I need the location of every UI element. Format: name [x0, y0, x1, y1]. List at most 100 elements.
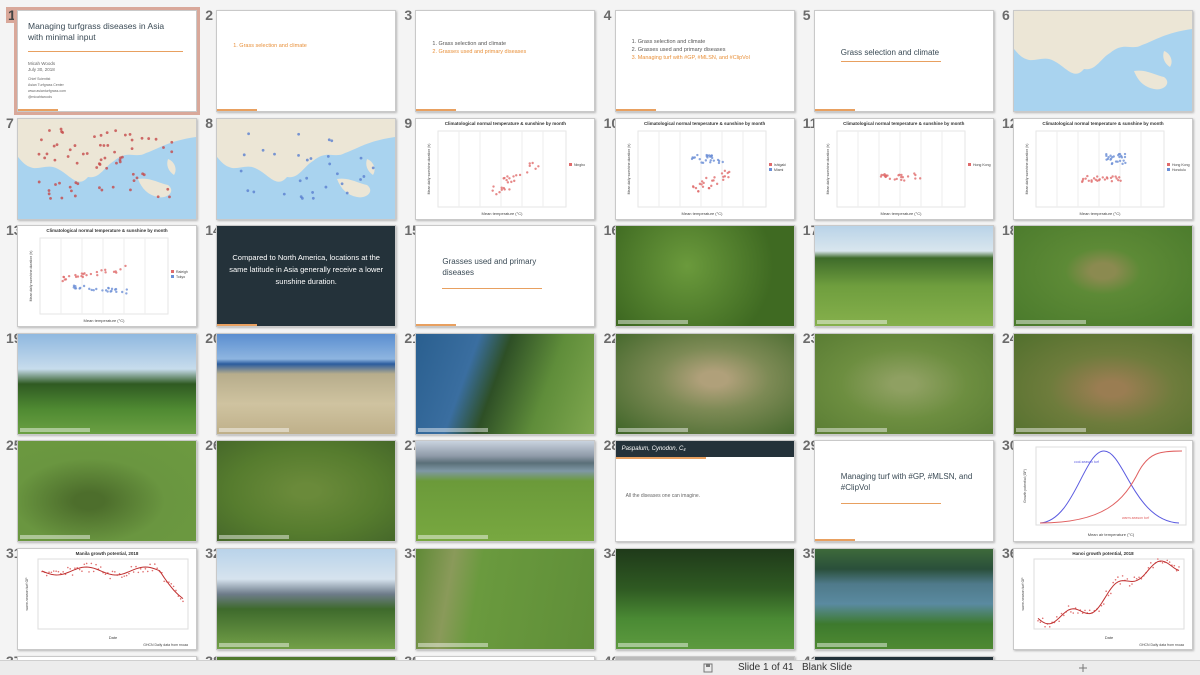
slide-text: All the diseases one can imagine. — [625, 493, 701, 500]
plot-area — [1035, 446, 1187, 526]
slide-thumbnail[interactable] — [813, 548, 994, 650]
slide-thumbnail[interactable]: Paspalum, Cynodon, C₄ All the diseases on… — [614, 440, 795, 543]
slide-thumbnail[interactable] — [614, 225, 795, 328]
scatter-point — [1118, 152, 1122, 155]
slide-thumbnail[interactable]: Managing turf with #GP, #MLSN, and #Clip… — [813, 440, 994, 543]
accent-bar — [217, 324, 258, 327]
map-point — [131, 172, 135, 176]
map-point — [273, 152, 277, 156]
slide-thumbnail[interactable]: 1. Grass selection and climate — [216, 10, 397, 112]
agenda-item: 2. Grasses used and primary diseases — [432, 49, 527, 55]
map — [1014, 11, 1192, 111]
scatter-point — [707, 186, 710, 189]
scatter-point — [701, 185, 704, 188]
slide-thumbnail[interactable] — [813, 332, 994, 435]
accent-bar — [416, 109, 457, 111]
scatter-point — [96, 274, 99, 277]
series-point — [1152, 566, 1154, 569]
map-point — [37, 180, 41, 183]
slide-thumbnail[interactable] — [415, 440, 596, 543]
map-point — [168, 195, 171, 198]
series-point — [88, 571, 90, 573]
slide-thumbnail[interactable] — [216, 332, 397, 435]
slide-thumbnail[interactable] — [216, 655, 397, 660]
legend-swatch — [768, 162, 772, 166]
series-point — [1147, 567, 1150, 569]
slide-thumbnail[interactable] — [415, 548, 596, 650]
slide-thumbnail[interactable] — [17, 117, 197, 220]
map-point — [97, 161, 101, 165]
scatter-point — [1124, 161, 1127, 164]
slide-thumbnail[interactable] — [1013, 10, 1193, 112]
slide-thumbnail[interactable] — [17, 655, 197, 660]
series-point — [1157, 558, 1159, 560]
slide-thumbnail[interactable]: Manila growth potential, 2018 Date warm-se… — [17, 548, 197, 650]
slide-thumbnail[interactable]: 1. Grass selection and climate 2. Grasses… — [415, 10, 596, 112]
slide-thumbnail[interactable]: Compared to North America, locations at … — [216, 225, 397, 328]
slide-thumbnail[interactable]: Grass selection and climate — [813, 10, 994, 112]
slide-thumbnail[interactable]: Grasses used and primary diseases — [415, 225, 596, 328]
slide-thumbnail[interactable] — [813, 225, 994, 328]
scatter-point — [1106, 176, 1109, 180]
series-point — [1173, 564, 1176, 567]
slide-thumbnail[interactable]: Managing turfgrass diseases in Asia with… — [14, 7, 200, 115]
plot-area — [437, 130, 567, 208]
slide-thumbnail[interactable] — [17, 440, 197, 543]
slide-thumbnail[interactable]: Climatological normal temperature & suns… — [614, 117, 795, 220]
slide-thumbnail[interactable]: 1. Grass selection and climate 2. Grasses… — [614, 10, 795, 112]
slide-thumbnail[interactable] — [614, 332, 795, 435]
slide-thumbnail[interactable]: Climatological normal temperature & suns… — [813, 117, 994, 220]
series-point — [45, 574, 48, 577]
slide-thumbnail[interactable]: cool-season turf warm-season turf Mean air… — [1013, 440, 1193, 543]
slide-thumbnail[interactable]: Climatological normal temperature & suns… — [17, 225, 197, 328]
photo-caption — [617, 427, 688, 432]
slide-thumbnail[interactable] — [17, 332, 197, 435]
series-point — [175, 589, 177, 592]
slide-position: Slide 1 of 41 — [738, 662, 794, 673]
slide-thumbnail[interactable]: Hanoi growth potential, 2018 Date warm-sea… — [1013, 548, 1193, 650]
slide-thumbnail[interactable] — [614, 655, 795, 660]
map-point — [247, 131, 251, 135]
slide-layout: Blank Slide — [802, 662, 853, 673]
legend-label: Tokyo — [176, 275, 185, 279]
scatter-point — [505, 178, 509, 181]
chart-title: Manila growth potential, 2018 — [75, 551, 139, 556]
legend-label: Hong Kong — [973, 163, 991, 167]
scatter-point — [507, 180, 510, 184]
slide-thumbnail[interactable] — [216, 548, 397, 650]
map-point — [105, 130, 109, 134]
slide-thumbnail[interactable] — [813, 655, 994, 660]
agenda-item: 3. Managing turf with #GP, #MLSN, and #C… — [631, 55, 750, 61]
slide-thumbnail[interactable] — [216, 440, 397, 543]
legend-label: Raleigh — [176, 270, 188, 274]
slide-number: 2 — [205, 7, 213, 23]
series-point — [170, 582, 173, 585]
slide-thumbnail[interactable] — [1013, 332, 1193, 435]
scatter-point — [727, 170, 731, 173]
scatter-point — [698, 157, 701, 160]
slide-thumbnail[interactable]: Climatological normal temperature & suns… — [1013, 117, 1193, 220]
scatter-point — [100, 269, 103, 272]
slide-thumbnail[interactable]: Climatological normal temperature & suns… — [415, 117, 596, 220]
scatter-point — [1114, 174, 1117, 178]
map-point — [55, 142, 59, 146]
slide-thumbnail[interactable] — [415, 332, 596, 435]
scatter-point — [702, 181, 705, 184]
slide-thumbnail[interactable] — [614, 548, 795, 650]
slide-number: 38 — [205, 653, 221, 660]
status-bar: Slide 1 of 41 Blank Slide — [0, 660, 1200, 675]
series-point — [144, 567, 147, 570]
map-point — [115, 161, 118, 165]
scatter-point — [125, 288, 129, 291]
scatter-point — [498, 190, 502, 194]
series-point — [1135, 577, 1138, 580]
photo-caption — [1016, 320, 1086, 325]
slide-thumbnail[interactable] — [1013, 225, 1193, 328]
slide-thumbnail[interactable] — [216, 117, 397, 220]
slide-thumbnail[interactable] — [415, 655, 596, 660]
map-point — [324, 185, 328, 189]
plot-area — [1033, 558, 1185, 630]
map-point — [359, 177, 363, 181]
map-land — [1014, 11, 1192, 74]
map-point — [132, 178, 136, 182]
